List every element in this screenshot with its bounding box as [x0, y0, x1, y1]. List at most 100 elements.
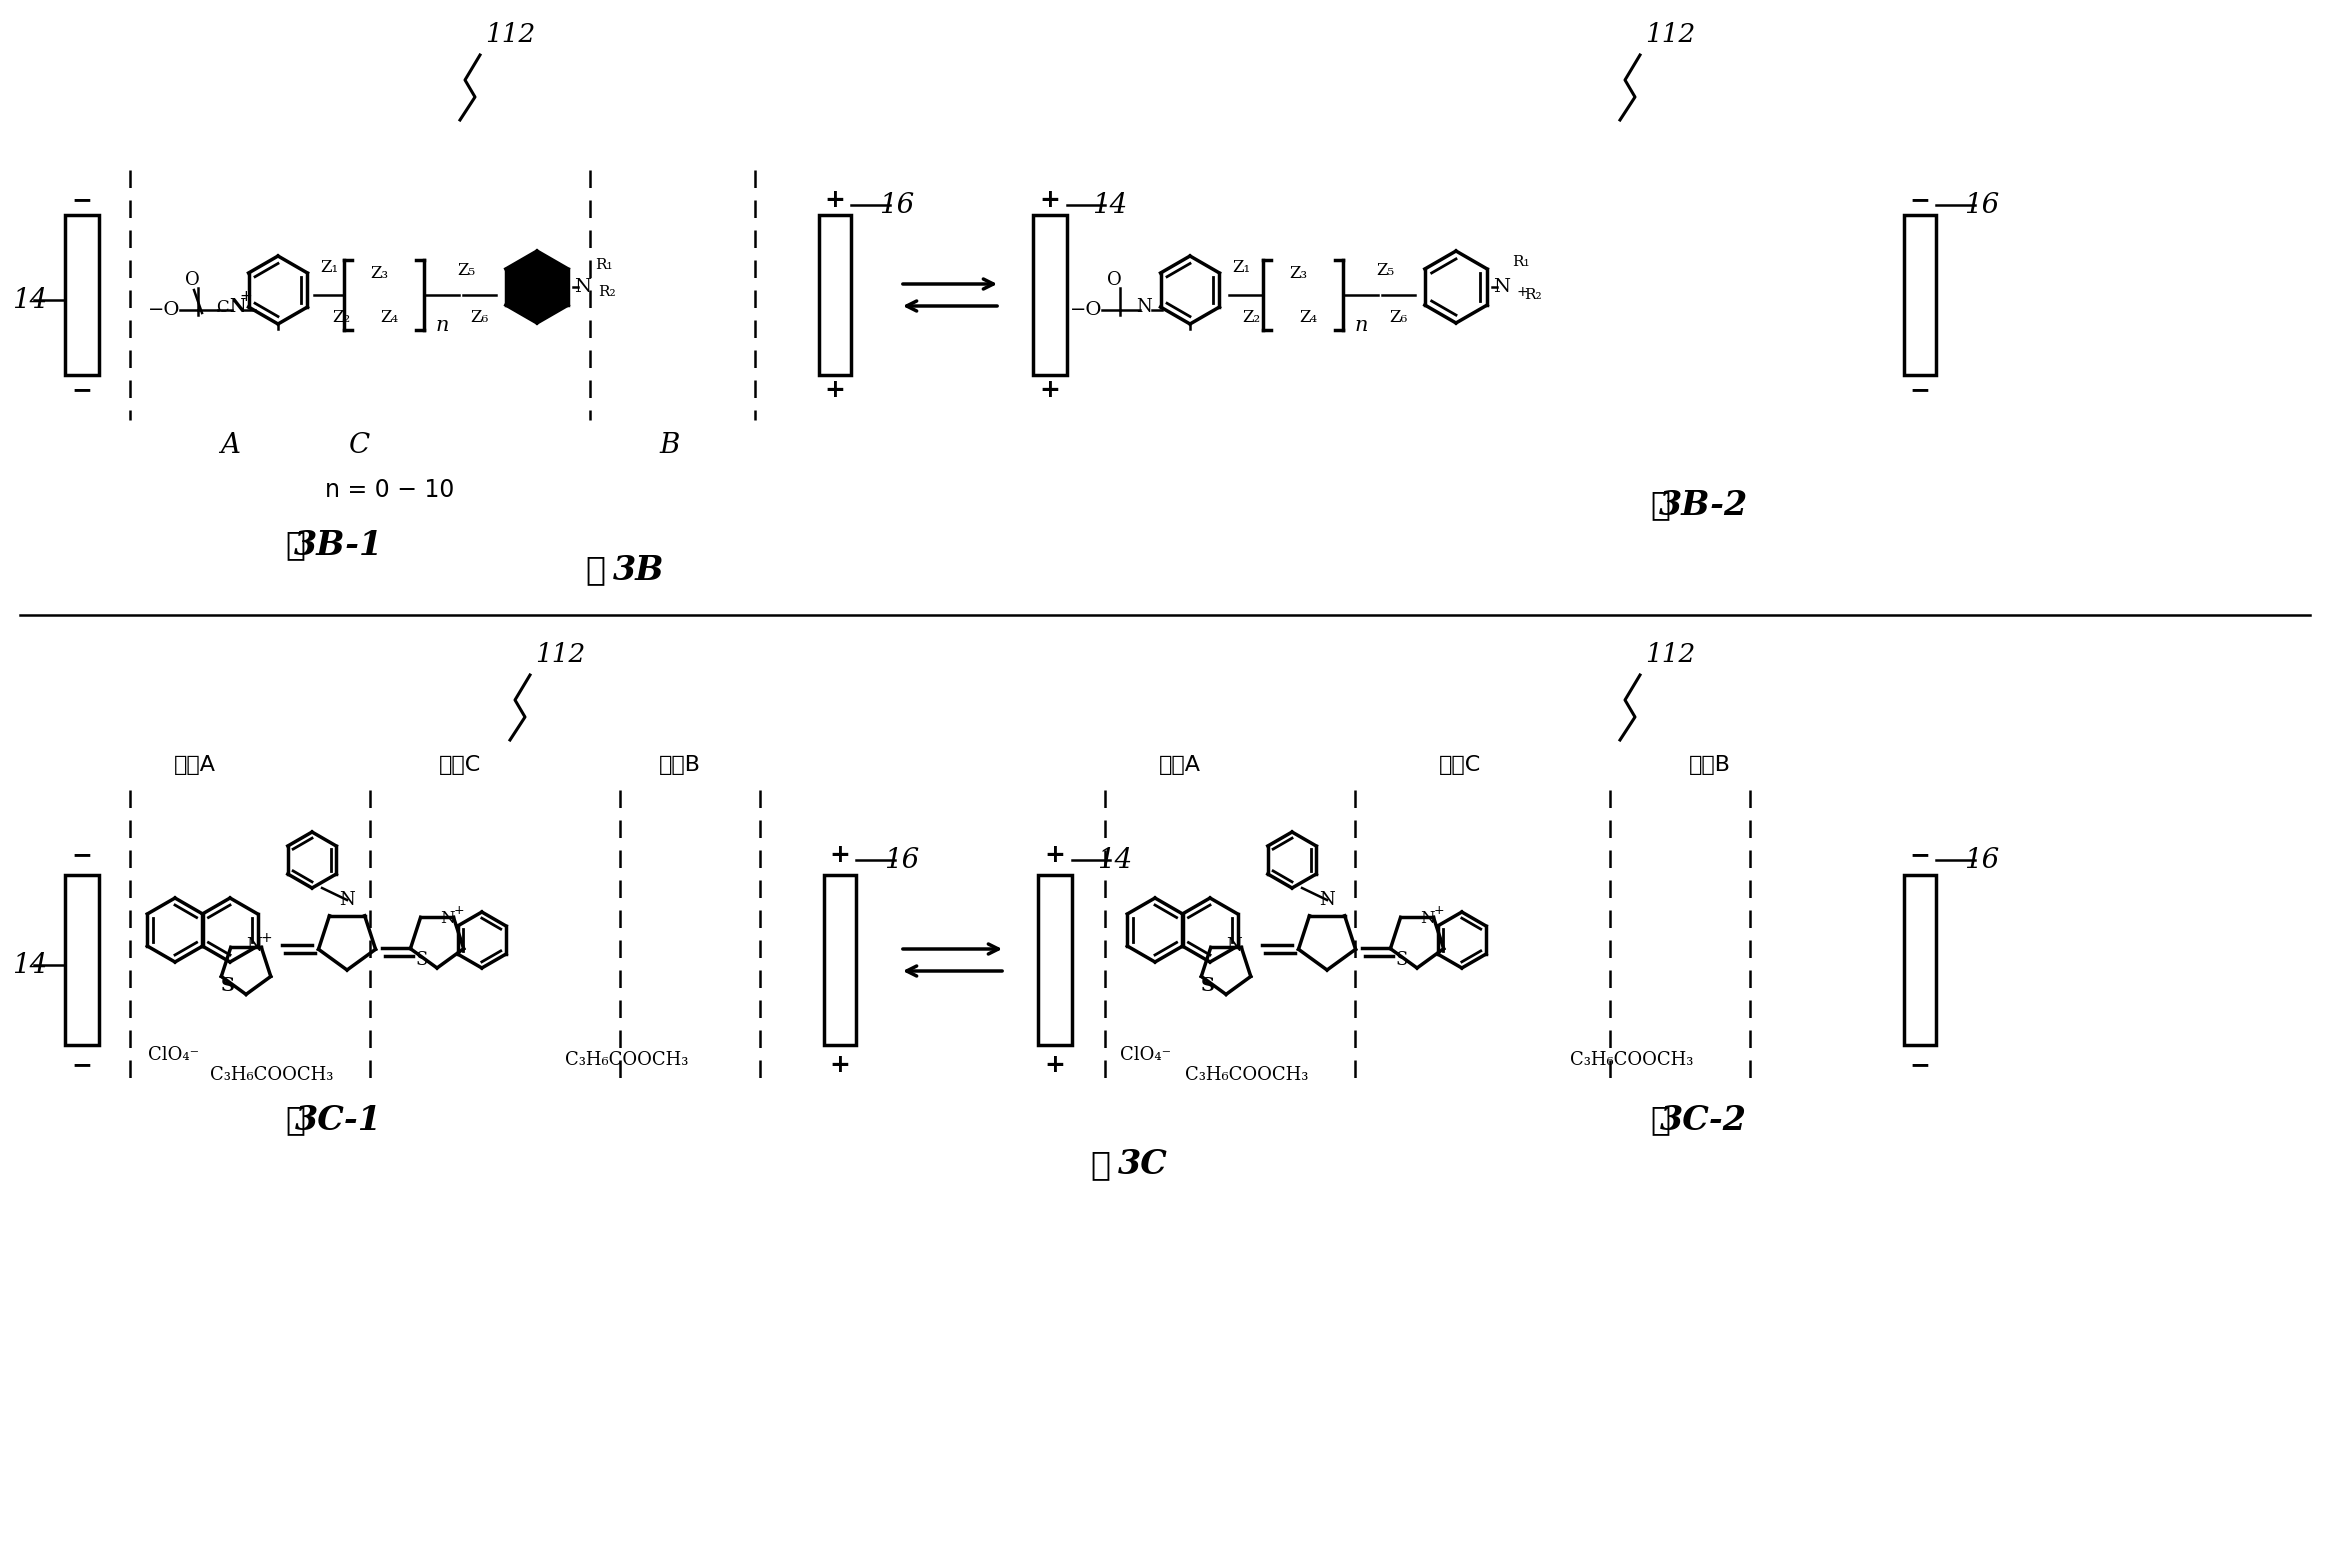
Text: +: +: [830, 843, 851, 868]
Text: 图: 图: [1651, 1103, 1670, 1137]
Text: +: +: [1045, 843, 1066, 868]
Text: R₁: R₁: [595, 257, 613, 273]
Text: 图: 图: [1089, 1148, 1110, 1182]
Text: Z₄: Z₄: [380, 308, 399, 325]
Text: +: +: [240, 288, 252, 304]
Text: 单元A: 单元A: [1159, 755, 1201, 775]
Text: Z₁: Z₁: [1231, 259, 1250, 276]
Text: Z₅: Z₅: [457, 262, 476, 279]
Text: S: S: [1397, 951, 1409, 969]
Text: +: +: [1434, 903, 1444, 917]
Text: Z₆: Z₆: [469, 308, 487, 325]
Text: N: N: [1227, 937, 1243, 955]
Text: C: C: [215, 299, 229, 316]
Bar: [65, 875, 98, 1045]
Text: N: N: [1492, 277, 1511, 296]
Text: A: A: [219, 431, 240, 459]
Text: N: N: [1320, 891, 1334, 909]
Text: Z₅: Z₅: [1376, 262, 1395, 279]
Text: 单元A: 单元A: [175, 755, 217, 775]
Text: n = 0 − 10: n = 0 − 10: [324, 478, 455, 502]
Text: −: −: [1910, 378, 1931, 402]
Text: 3C-1: 3C-1: [294, 1103, 382, 1137]
Text: Z₂: Z₂: [1243, 308, 1259, 325]
Bar: [1903, 216, 1936, 374]
Text: −: −: [72, 1053, 93, 1077]
Text: N: N: [247, 937, 261, 955]
Text: 14: 14: [1098, 846, 1133, 874]
Text: +: +: [1516, 285, 1527, 299]
Text: 单元B: 单元B: [1688, 755, 1730, 775]
Text: 3B-1: 3B-1: [294, 529, 382, 561]
Text: 3C-2: 3C-2: [1660, 1103, 1747, 1137]
Text: 16: 16: [884, 846, 919, 874]
Text: −: −: [1910, 1053, 1931, 1077]
Text: 单元C: 单元C: [1439, 755, 1481, 775]
Text: N: N: [338, 891, 354, 909]
Text: 图: 图: [285, 529, 305, 561]
Text: 单元B: 单元B: [660, 755, 702, 775]
Text: Z₆: Z₆: [1390, 308, 1406, 325]
Text: 3B-2: 3B-2: [1658, 488, 1747, 521]
Text: B: B: [660, 431, 681, 459]
Text: −: −: [72, 843, 93, 868]
Text: 112: 112: [534, 643, 585, 667]
Text: 图: 图: [585, 553, 604, 587]
Text: −: −: [1910, 188, 1931, 213]
Text: Z₃: Z₃: [1290, 265, 1306, 282]
Text: n: n: [436, 316, 448, 334]
Text: 14: 14: [1091, 191, 1129, 219]
Text: 图: 图: [285, 1103, 305, 1137]
Text: 112: 112: [485, 22, 536, 46]
Text: N: N: [441, 909, 455, 926]
Text: 112: 112: [1644, 643, 1695, 667]
Text: N: N: [1420, 909, 1434, 926]
Text: N: N: [574, 277, 592, 296]
Text: +: +: [1040, 378, 1061, 402]
Bar: [823, 875, 856, 1045]
Text: −O: −O: [147, 300, 180, 319]
Text: +: +: [1045, 1053, 1066, 1077]
Text: +: +: [826, 188, 847, 213]
Text: S: S: [415, 951, 429, 969]
Text: R₂: R₂: [1525, 288, 1541, 302]
Text: S: S: [1201, 977, 1215, 995]
Text: n: n: [1355, 316, 1369, 334]
Text: −: −: [72, 188, 93, 213]
Text: C₃H₆COOCH₃: C₃H₆COOCH₃: [1185, 1066, 1308, 1083]
Text: 16: 16: [879, 191, 914, 219]
Polygon shape: [506, 251, 569, 324]
Text: 14: 14: [12, 287, 47, 313]
Text: −: −: [72, 378, 93, 402]
Text: Z₂: Z₂: [331, 308, 350, 325]
Text: 14: 14: [12, 951, 47, 979]
Text: +: +: [1040, 188, 1061, 213]
Text: C₃H₆COOCH₃: C₃H₆COOCH₃: [1569, 1051, 1693, 1069]
Text: 16: 16: [1964, 191, 1999, 219]
Text: C: C: [350, 431, 371, 459]
Text: O: O: [1108, 271, 1122, 290]
Text: −O: −O: [1070, 300, 1103, 319]
Text: 3C: 3C: [1119, 1148, 1168, 1182]
Text: 112: 112: [1644, 22, 1695, 46]
Text: R₁: R₁: [1511, 254, 1530, 270]
Text: 16: 16: [1964, 846, 1999, 874]
Bar: [1903, 875, 1936, 1045]
Text: S: S: [222, 977, 236, 995]
Bar: [1033, 216, 1068, 374]
Text: +: +: [826, 378, 847, 402]
Text: O: O: [184, 271, 198, 290]
Text: +: +: [261, 931, 273, 945]
Text: ClO₄⁻: ClO₄⁻: [1119, 1046, 1171, 1063]
Text: −: −: [1910, 843, 1931, 868]
Text: ClO₄⁻: ClO₄⁻: [147, 1046, 198, 1063]
Text: C₃H₆COOCH₃: C₃H₆COOCH₃: [210, 1066, 333, 1083]
Bar: [819, 216, 851, 374]
Text: N: N: [229, 297, 245, 316]
Text: 3B: 3B: [613, 553, 665, 587]
Text: 图: 图: [1651, 488, 1670, 521]
Text: Z₃: Z₃: [371, 265, 387, 282]
Bar: [65, 216, 98, 374]
Text: +: +: [455, 903, 464, 917]
Text: Z₁: Z₁: [319, 259, 338, 276]
